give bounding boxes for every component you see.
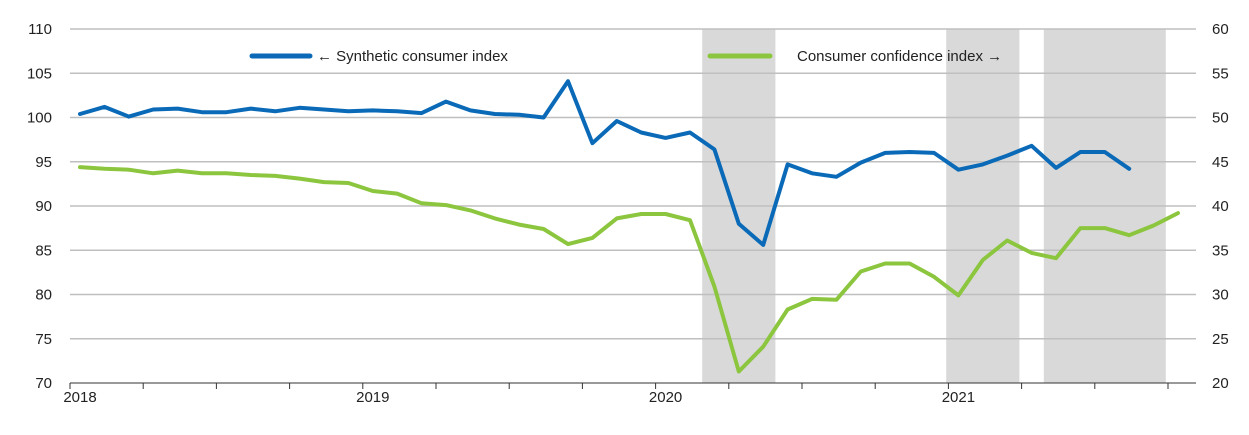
- legend-label-1: Consumer confidence index →: [797, 48, 1002, 65]
- y-right-tick-label: 45: [1212, 154, 1229, 171]
- x-tick-label: 2020: [649, 389, 682, 406]
- legend: ← Synthetic consumer index Consumer confi…: [249, 48, 1002, 65]
- y-left-tick-label: 100: [27, 110, 52, 127]
- y-left-tick-label: 70: [35, 375, 52, 392]
- y-right-tick-label: 20: [1212, 375, 1229, 392]
- series-lines: [78, 79, 1180, 374]
- legend-label-0: ← Synthetic consumer index: [317, 48, 508, 65]
- y-right-tick-label: 25: [1212, 331, 1229, 348]
- y-right-tick-label: 55: [1212, 65, 1229, 82]
- y-left-tick-label: 75: [35, 331, 52, 348]
- y-left-tick-label: 95: [35, 154, 52, 171]
- x-tick-label: 2019: [356, 389, 389, 406]
- y-left-tick-label: 85: [35, 242, 52, 259]
- y-right-tick-label: 50: [1212, 110, 1229, 127]
- gridlines: [70, 28, 1196, 340]
- axes: 70 20 75 25 80 30 85 35 90 40 95 45 100 50 105 55 110 60 2…: [27, 21, 1229, 406]
- y-left-tick-label: 110: [28, 21, 52, 38]
- y-left-tick-label: 80: [35, 287, 52, 304]
- y-right-tick-label: 35: [1212, 242, 1229, 259]
- series-line-1: [78, 165, 1180, 374]
- x-tick-label: 2018: [63, 389, 96, 406]
- x-tick-label: 2021: [942, 389, 975, 406]
- y-right-tick-label: 60: [1212, 21, 1229, 38]
- y-right-tick-label: 30: [1212, 287, 1229, 304]
- series-line-0: [78, 79, 1132, 247]
- y-right-tick-label: 40: [1212, 198, 1229, 215]
- y-left-tick-label: 105: [27, 65, 52, 82]
- y-left-tick-label: 90: [35, 198, 52, 215]
